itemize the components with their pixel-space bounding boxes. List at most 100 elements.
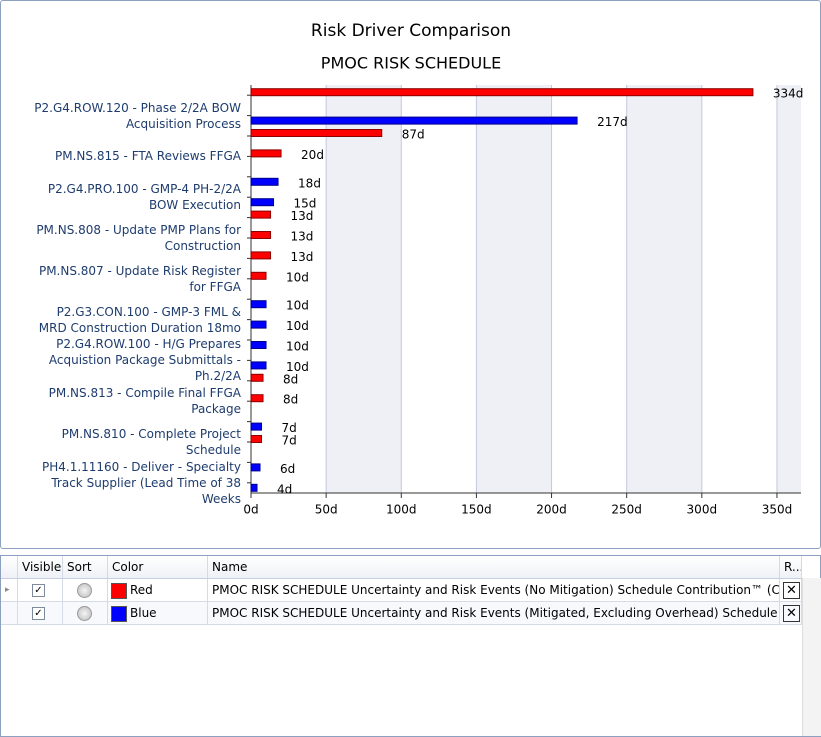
remove-cell: ✕ <box>780 579 802 601</box>
bar <box>250 210 272 219</box>
value-label: 7d <box>282 421 297 435</box>
x-tick-label: 150d <box>461 503 492 517</box>
color-cell: Blue <box>108 602 208 624</box>
sort-cell <box>63 579 108 601</box>
value-label: 10d <box>286 360 309 374</box>
color-swatch[interactable] <box>111 583 127 599</box>
bar <box>250 88 754 97</box>
chart-subtitle: PMOC RISK SCHEDULE <box>321 54 501 73</box>
value-label: 20d <box>301 148 324 162</box>
category-label: PM.NS.813 - Compile Final FFGA Package <box>48 386 241 417</box>
value-label: 217d <box>597 115 628 129</box>
bar <box>250 373 264 382</box>
visible-cell: ✓ <box>18 579 63 601</box>
color-swatch[interactable] <box>111 606 127 622</box>
row-header-cell <box>1 556 18 578</box>
bar <box>250 198 275 207</box>
column-header[interactable]: Name <box>208 556 780 578</box>
x-tick-label: 200d <box>536 503 567 517</box>
bar <box>250 177 279 186</box>
value-label: 13d <box>291 209 314 223</box>
remove-button[interactable]: ✕ <box>783 582 800 599</box>
bar <box>250 271 267 280</box>
bar <box>250 320 267 329</box>
chart: Risk Driver Comparison PMOC RISK SCHEDUL… <box>243 21 804 517</box>
value-label: 10d <box>286 340 309 354</box>
bar <box>250 231 272 239</box>
bar <box>250 251 272 260</box>
row-header-cell <box>1 602 18 624</box>
visible-cell: ✓ <box>18 602 63 624</box>
value-label: 10d <box>286 319 309 333</box>
sort-radio[interactable] <box>77 583 92 598</box>
sort-radio[interactable] <box>77 606 92 621</box>
scrollbar[interactable] <box>802 578 821 736</box>
value-label: 13d <box>291 250 314 264</box>
category-label: P2.G3.CON.100 - GMP-3 FML & MRD Construc… <box>38 304 241 335</box>
bar <box>250 300 267 309</box>
bar <box>250 422 263 431</box>
value-label: 8d <box>283 393 298 407</box>
category-label: P2.G4.ROW.120 - Phase 2/2A BOW Acquisiti… <box>34 100 241 131</box>
column-header[interactable]: Color <box>108 556 208 578</box>
x-tick-label: 50d <box>315 503 338 517</box>
category-label: PH4.1.11160 - Deliver - Specialty Track … <box>41 459 241 506</box>
row-header-cell: ▸ <box>1 579 18 601</box>
value-label: 15d <box>294 197 317 211</box>
category-label: PM.NS.810 - Complete Project Schedule <box>61 427 241 457</box>
chart-title: Risk Driver Comparison <box>311 21 511 41</box>
column-header[interactable]: R... <box>780 556 802 578</box>
category-label: P2.G4.PRO.100 - GMP-4 PH-2/2A BOW Execut… <box>47 182 241 213</box>
value-label: 4d <box>277 482 292 496</box>
value-label: 10d <box>286 299 309 313</box>
bar <box>250 149 282 158</box>
category-label: PM.NS.815 - FTA Reviews FFGA <box>55 149 241 164</box>
series-name: Red <box>130 583 153 597</box>
value-label: 87d <box>402 128 425 142</box>
x-tick-label: 250d <box>611 503 642 517</box>
category-label: PM.NS.808 - Update PMP Plans for Constru… <box>36 223 241 253</box>
series-grid: Visible Sort Color Name R... ▸ ✓ Red PMOC RISK S… <box>0 555 821 737</box>
column-header[interactable]: Visible <box>18 556 63 578</box>
bar <box>250 463 261 472</box>
bar <box>250 435 263 443</box>
value-label: 7d <box>282 434 297 448</box>
bar <box>250 483 258 492</box>
value-label: 334d <box>773 87 804 101</box>
grid-row[interactable]: ▸ ✓ Red PMOC RISK SCHEDULE Uncertainty and … <box>1 579 802 602</box>
name-cell: PMOC RISK SCHEDULE Uncertainty and Risk … <box>208 579 780 601</box>
value-label: 10d <box>286 270 309 284</box>
value-label: 8d <box>283 372 298 386</box>
series-name: Blue <box>130 606 157 620</box>
value-label: 18d <box>298 176 321 190</box>
x-tick-label: 0d <box>243 503 258 517</box>
grid-band <box>326 85 402 493</box>
color-cell: Red <box>108 579 208 601</box>
visible-checkbox[interactable]: ✓ <box>32 607 45 620</box>
remove-cell: ✕ <box>780 602 802 624</box>
name-cell: PMOC RISK SCHEDULE Uncertainty and Risk … <box>208 602 780 624</box>
bar <box>250 116 578 125</box>
x-tick-label: 100d <box>386 503 417 517</box>
category-label: P2.G4.ROW.100 - H/G Prepares Acquistion … <box>48 337 241 384</box>
grid-row[interactable]: ✓ Blue PMOC RISK SCHEDULE Uncertainty and … <box>1 602 802 625</box>
grid-band <box>626 85 702 493</box>
grid-band <box>476 85 552 493</box>
x-tick-label: 300d <box>687 503 718 517</box>
bar <box>250 341 267 349</box>
value-label: 6d <box>280 462 295 476</box>
bar <box>250 129 383 137</box>
chart-frame: Risk Driver Comparison PMOC RISK SCHEDUL… <box>0 0 821 549</box>
remove-button[interactable]: ✕ <box>783 605 800 622</box>
category-label: PM.NS.807 - Update Risk Register for FFG… <box>38 263 241 294</box>
x-tick-label: 350d <box>762 503 793 517</box>
column-header[interactable]: Sort <box>63 556 108 578</box>
value-label: 13d <box>291 230 314 244</box>
grid-header: Visible Sort Color Name R... <box>1 556 802 579</box>
grid-band <box>776 85 801 493</box>
visible-checkbox[interactable]: ✓ <box>32 584 45 597</box>
bar <box>250 361 267 370</box>
sort-cell <box>63 602 108 624</box>
bar <box>250 394 264 403</box>
